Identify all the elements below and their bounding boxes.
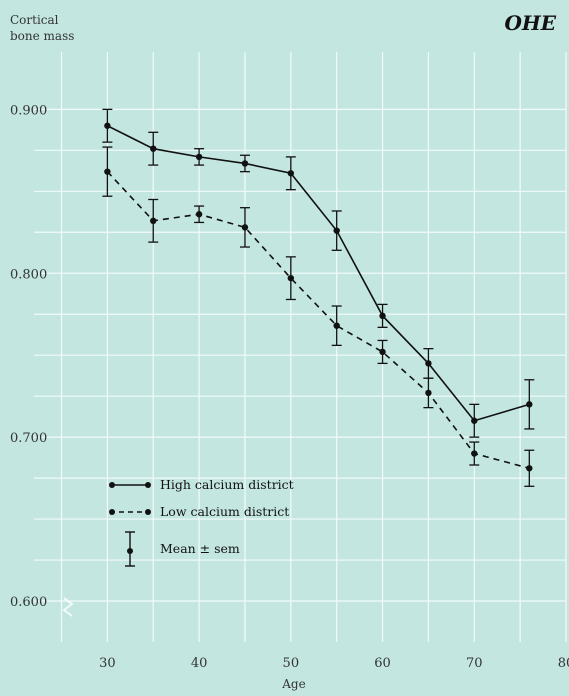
- legend-errorbar-label: Mean ± sem: [160, 541, 240, 556]
- y-tick-label: 0.700: [10, 431, 47, 446]
- data-point: [379, 312, 386, 320]
- data-point: [195, 211, 203, 218]
- legend-high-swatch: [109, 482, 151, 488]
- series-low-calcium: [102, 146, 535, 487]
- y-axis-label-line1: Cortical: [10, 13, 59, 27]
- x-tick-label: 30: [99, 656, 116, 671]
- y-tick-labels: 0.600 0.700 0.800 0.900: [10, 103, 47, 610]
- data-point: [333, 227, 340, 234]
- x-tick-labels: 30 40 50 60 70 80: [99, 656, 569, 671]
- x-tick-label: 80: [558, 656, 569, 671]
- legend-high-label: High calcium district: [160, 477, 294, 492]
- data-point: [104, 122, 111, 129]
- data-point: [241, 224, 249, 231]
- legend-low-label: Low calcium district: [160, 504, 289, 519]
- y-tick-label: 0.900: [10, 103, 47, 118]
- axis-break-mark: [62, 597, 74, 617]
- x-tick-label: 60: [374, 656, 391, 671]
- data-point: [471, 450, 478, 457]
- ohe-logo: OHE: [504, 11, 556, 35]
- data-point: [425, 360, 432, 367]
- x-tick-label: 40: [191, 656, 208, 671]
- series-high-calcium: [102, 108, 535, 438]
- data-point: [241, 160, 249, 167]
- legend-low-swatch: [109, 509, 151, 515]
- series-line: [107, 125, 530, 422]
- data-point: [150, 145, 157, 152]
- data-point: [425, 389, 432, 397]
- data-point: [287, 170, 295, 177]
- data-point: [471, 417, 478, 424]
- legend: High calcium district Low calcium distri…: [109, 477, 294, 567]
- y-axis-break: [62, 597, 74, 617]
- legend-errorbar-swatch: [125, 531, 135, 567]
- data-point: [195, 153, 203, 161]
- data-point: [526, 401, 533, 408]
- grid: [34, 52, 567, 642]
- data-point: [104, 168, 111, 175]
- data-point: [379, 348, 386, 356]
- y-axis-label-line2: bone mass: [10, 29, 74, 43]
- data-point: [150, 217, 157, 225]
- series-line: [106, 171, 530, 470]
- x-tick-label: 50: [283, 656, 300, 671]
- x-axis-label: Age: [281, 677, 305, 691]
- data-point: [333, 322, 340, 329]
- data-point: [526, 465, 533, 472]
- x-tick-label: 70: [466, 656, 483, 671]
- y-tick-label: 0.800: [10, 267, 47, 282]
- y-tick-label: 0.600: [10, 595, 47, 610]
- series-layer: [102, 108, 535, 487]
- data-point: [287, 274, 295, 282]
